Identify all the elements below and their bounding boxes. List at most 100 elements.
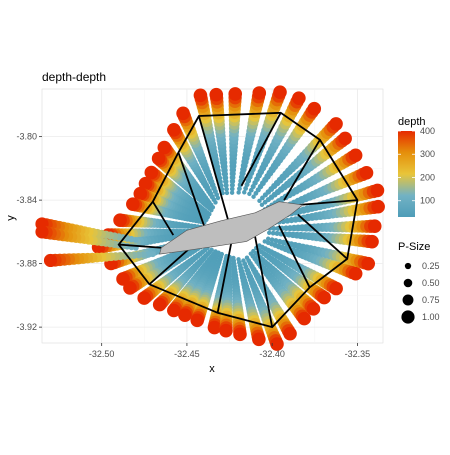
frame-spoke (240, 112, 282, 187)
transect-point (207, 320, 222, 335)
transect-point (338, 131, 352, 146)
transect-point (252, 332, 266, 347)
island-polygon (159, 201, 304, 255)
size-legend-dot (401, 310, 415, 324)
size-legend-dot (402, 294, 414, 306)
transect-point (359, 166, 374, 180)
transect-point (152, 297, 167, 312)
color-legend-tick-label: 200 (420, 172, 435, 182)
chart-title: depth-depth (42, 70, 106, 84)
transect-point (35, 225, 49, 239)
size-legend-label: 0.25 (422, 261, 440, 271)
transect-point (252, 86, 267, 100)
size-legend: P-Size 0.25 0.50 0.75 1.00 (398, 241, 440, 324)
frame-spoke (148, 247, 191, 285)
transect-point (43, 253, 58, 268)
transect-point (228, 87, 243, 101)
transect-point (113, 213, 127, 228)
color-legend-title: depth (398, 116, 426, 128)
y-axis-ticks: -3.80 -3.84 -3.88 -3.92 (16, 132, 42, 332)
transect-point (297, 311, 312, 326)
x-axis-ticks: -32.50 -32.45 -32.40 -32.35 (89, 343, 370, 359)
size-legend-label: 0.75 (422, 295, 440, 305)
transect-point (236, 190, 241, 195)
transect-point (138, 176, 153, 191)
transect-point (371, 199, 385, 214)
transect-point (229, 186, 235, 192)
transect-point (329, 117, 343, 131)
transect-point (283, 326, 297, 341)
transect-point (247, 191, 252, 197)
transect-point (137, 291, 151, 305)
color-legend-tick-label: 300 (420, 149, 435, 159)
transect-point (271, 226, 277, 231)
transect-point (167, 303, 181, 318)
transect-point (167, 123, 181, 137)
transect-point (229, 182, 235, 188)
frame-spoke (283, 139, 321, 201)
transect-point (219, 323, 233, 338)
x-tick-label: -32.45 (174, 349, 200, 359)
transect-point (274, 230, 280, 237)
size-legend-label: 0.50 (422, 278, 440, 288)
x-axis-label: x (209, 363, 215, 375)
transect-point (348, 266, 363, 281)
x-tick-label: -32.40 (259, 349, 285, 359)
color-legend: depth 100 200 300 400 (398, 116, 435, 217)
transect-point (329, 281, 343, 296)
transect-point (151, 151, 166, 166)
transect-point (224, 190, 230, 196)
transect-point (317, 290, 331, 305)
transect-point (237, 186, 242, 192)
transect-points (35, 85, 385, 351)
transect-point (270, 337, 284, 351)
y-axis-label: y (5, 215, 17, 221)
color-legend-bar (398, 131, 415, 217)
frame-lines (117, 111, 359, 329)
transect-point (145, 251, 152, 258)
transect-point (307, 101, 322, 116)
transect-point (190, 313, 205, 328)
frame-spoke (177, 152, 205, 226)
transect-point (370, 183, 385, 198)
transect-point (265, 236, 271, 241)
size-legend-title: P-Size (398, 241, 430, 253)
transect-point (157, 140, 172, 155)
transect-point (224, 186, 229, 192)
y-tick-label: -3.84 (16, 195, 37, 205)
transect-point (269, 237, 275, 243)
color-legend-ticks: 100 200 300 400 (398, 126, 435, 206)
transect-point (133, 186, 148, 201)
transect-point (243, 186, 249, 191)
y-tick-label: -3.88 (16, 259, 37, 269)
frame-spoke (297, 213, 348, 260)
frame-spoke (254, 236, 274, 328)
frame-spoke (299, 199, 358, 206)
transect-point (348, 148, 363, 163)
transect-point (176, 106, 190, 121)
y-tick-label: -3.92 (16, 322, 37, 332)
x-tick-label: -32.50 (89, 349, 115, 359)
frame-spoke (118, 243, 162, 249)
transect-point (270, 230, 276, 236)
transect-point (306, 302, 321, 316)
x-tick-label: -32.35 (345, 349, 371, 359)
transect-point (144, 165, 159, 180)
color-legend-tick-label: 100 (420, 196, 435, 206)
transect-point (259, 202, 265, 208)
transect-point (123, 281, 137, 295)
transect-point (209, 87, 224, 102)
transect-point (233, 327, 247, 342)
transect-point (248, 187, 254, 193)
frame-spoke (278, 225, 311, 288)
transect-point (126, 197, 140, 211)
transect-point (273, 85, 287, 99)
transect-point (178, 308, 192, 322)
size-legend-items: 0.25 0.50 0.75 1.00 (401, 261, 440, 324)
transect-point (367, 219, 382, 234)
transect-point (365, 234, 379, 249)
transect-point (242, 190, 247, 195)
frame-spoke (216, 242, 233, 314)
